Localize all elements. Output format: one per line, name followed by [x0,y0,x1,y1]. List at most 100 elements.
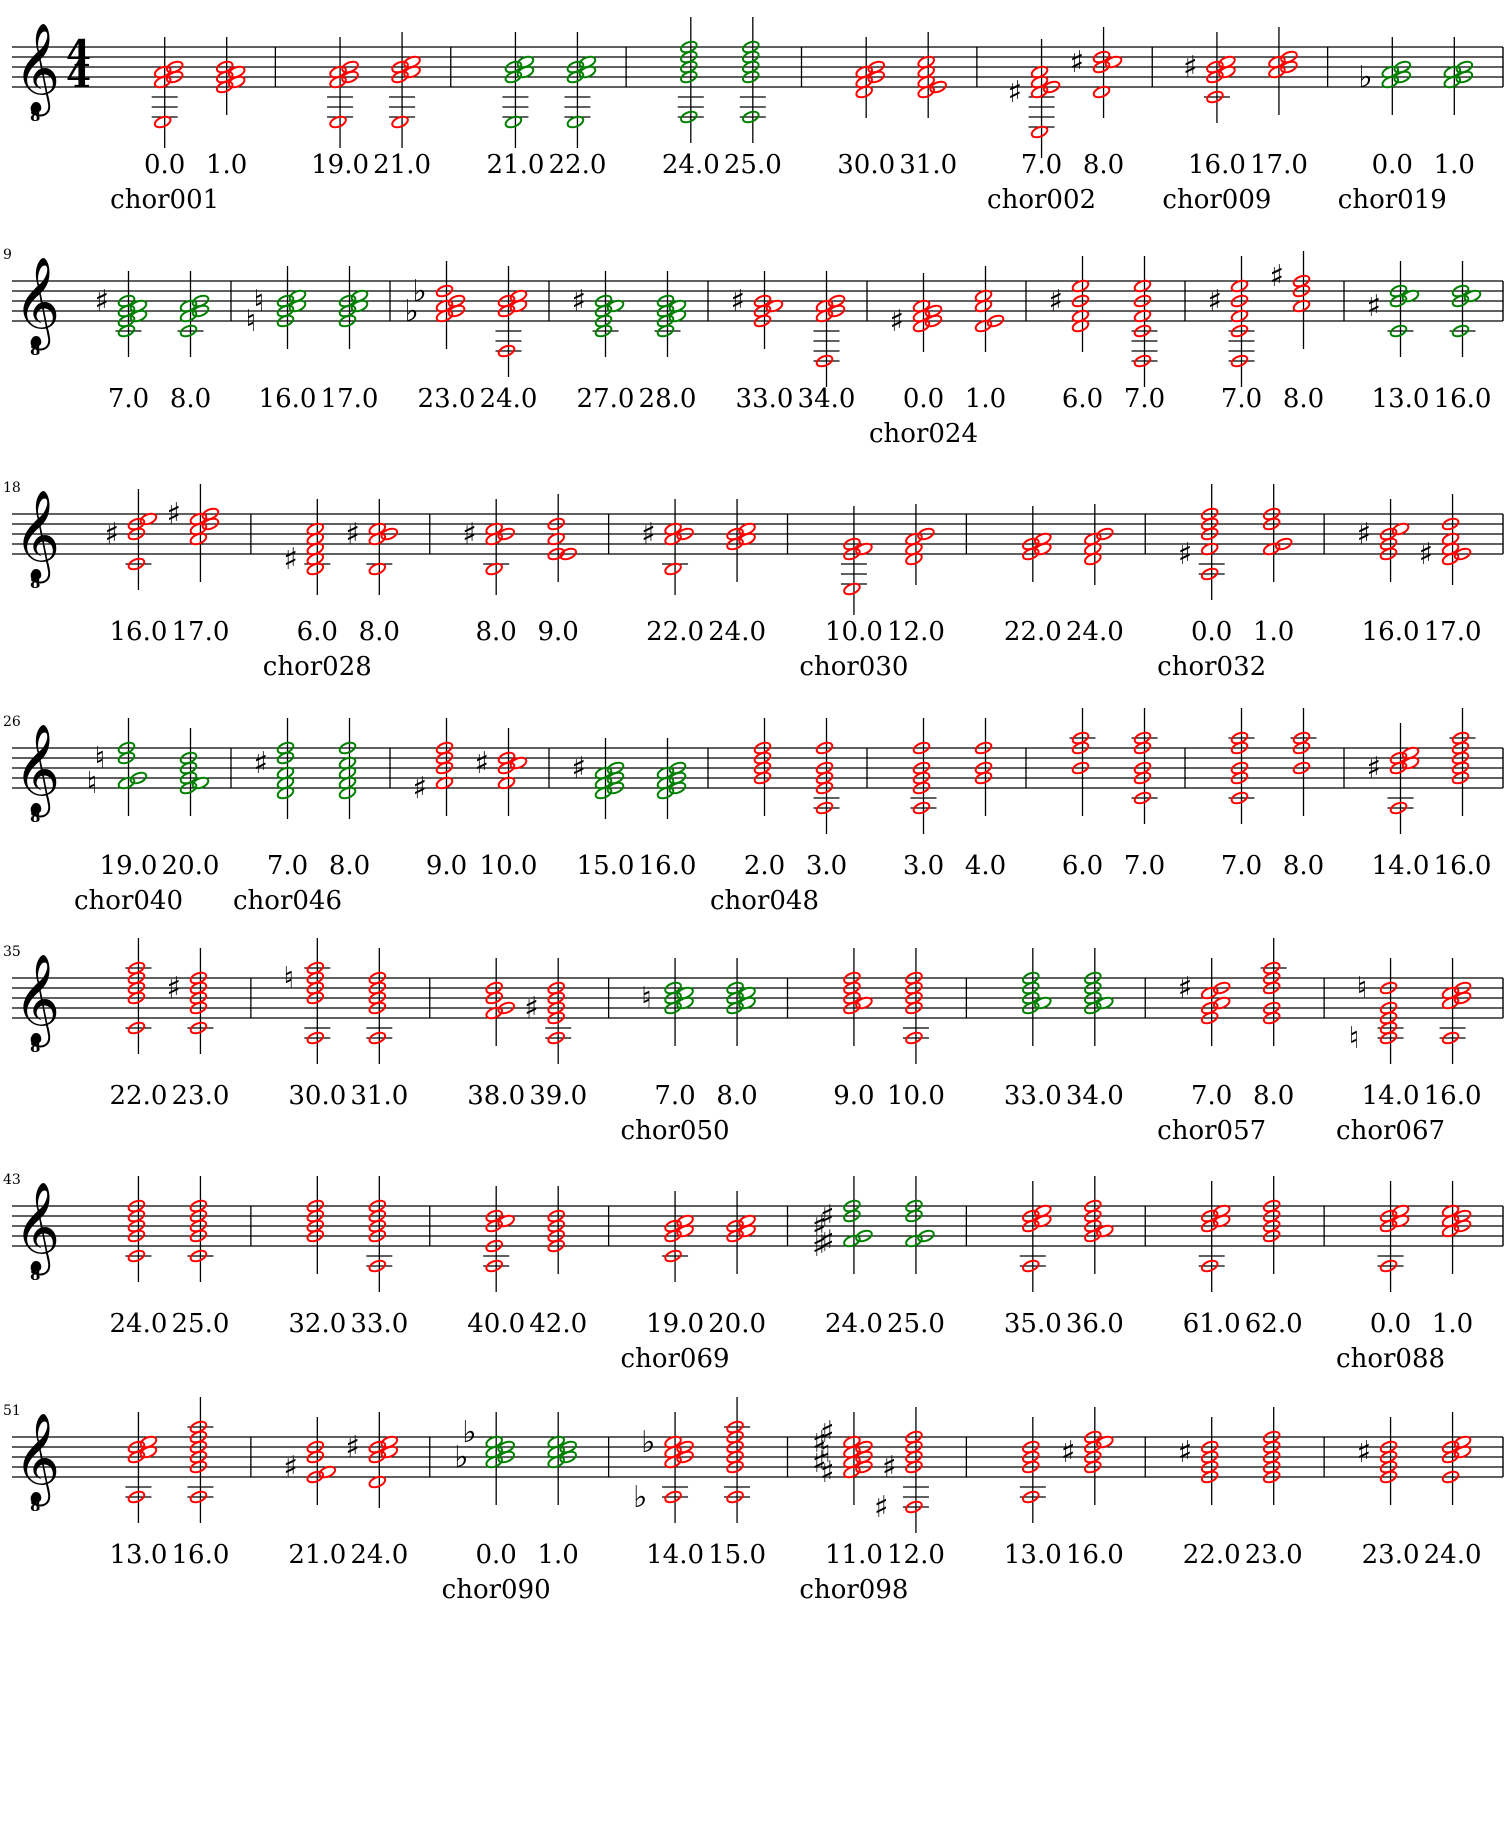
chord: 34.0 [1066,948,1124,1111]
chord-time-label: 32.0 [288,1309,346,1339]
note-head [189,1420,208,1434]
piece-label: chor067 [1336,1116,1445,1146]
flat-accidental: ♭ [454,1440,468,1475]
note-head [129,299,148,313]
flat-accidental: ♭ [413,274,427,309]
note-head [276,294,295,308]
chord-time-label: 13.0 [1004,1540,1062,1570]
note-head [1381,65,1400,79]
note-head [738,986,756,1000]
staff-system: 𝄞8 18 chor028 chor030 chor032 [3,480,1504,682]
chord: 22.0 [548,32,606,180]
chord: 24.0 [480,266,537,414]
note-head [1206,90,1224,104]
note-head [306,1199,325,1213]
chord: 2.0 [744,718,785,881]
sharp-accidental: ♯ [572,284,587,319]
note-head [1133,309,1152,323]
note-head [318,1465,337,1479]
chord-time-label: 34.0 [798,384,856,414]
chord-time-label: 21.0 [373,150,431,180]
measure-number: 43 [3,1172,21,1188]
sharp-accidental: ♯ [1183,50,1198,85]
note-head [1218,55,1236,69]
note-head [917,1229,935,1243]
note-head [1262,961,1281,975]
sharp-accidental: ♯ [166,971,181,1006]
note-head [1030,125,1049,139]
chord: ♭♭ 0.0 [454,1412,517,1570]
note-head [855,542,873,556]
note-head [917,55,935,69]
chord-time-label: 14.0 [1362,1081,1420,1111]
note-head [1441,517,1460,531]
piece-label: chor050 [621,1116,730,1146]
note-head [1441,986,1460,1000]
chord-time-label: 8.0 [1253,1081,1294,1111]
chord: 24.0 [1424,1412,1482,1570]
note-head [1022,1440,1040,1454]
chord: 25.0 [171,1176,229,1339]
note-head [288,289,307,303]
chord: ♯ 23.0 [166,948,229,1111]
note-head [547,532,565,546]
note-head [127,1440,146,1454]
chord-time-label: 24.0 [825,1309,883,1339]
note-head [338,741,357,755]
note-head [815,741,834,755]
chord: 35.0 [1004,1181,1062,1339]
note-head [664,1219,682,1233]
chord: ♯♯♯♯ 24.0 [812,1176,883,1339]
note-head [368,1199,387,1213]
note-head [668,299,687,313]
chord-time-label: 3.0 [903,851,944,881]
note-head [924,304,943,318]
note-head [559,1440,577,1454]
chord-time-label: 17.0 [321,384,379,414]
piece-label: chor088 [1336,1344,1445,1374]
note-head [117,741,136,755]
chord: ♯ ♯ 12.0 [874,1407,945,1570]
chord: 10.0 [825,506,883,647]
natural-accidental: ♮ [246,304,257,339]
piece-label: chor019 [1338,185,1447,215]
chord-time-label: 1.0 [965,384,1006,414]
note-head [1206,60,1224,74]
piece-label: chor024 [869,419,978,449]
sharp-accidental: ♯ [462,517,477,552]
chord: ♯ 22.0 [1178,1417,1241,1570]
note-head [827,294,846,308]
chord-time-label: 7.0 [1124,384,1165,414]
chord-time-label: 12.0 [887,1540,945,1570]
note-head [606,761,625,775]
note-head [1084,1199,1102,1213]
chord-time-label: 7.0 [1191,1081,1232,1111]
note-head [912,741,931,755]
note-head [1200,567,1219,581]
chord: ♯ 16.0 [1357,499,1420,647]
note-head [117,776,136,790]
chord: 9.0 [833,948,875,1111]
chord-time-label: 3.0 [806,851,847,881]
note-head [368,1475,387,1489]
natural-accidental: ♮ [1349,1021,1360,1056]
chord-time-label: 33.0 [1004,1081,1062,1111]
note-head [1230,309,1249,323]
sharp-accidental: ♯ [345,517,360,552]
note-head [1133,279,1152,293]
sharp-accidental: ♯ [413,771,428,806]
chord-time-label: 24.0 [350,1540,408,1570]
chord-time-label: 16.0 [109,617,167,647]
note-head [1133,354,1152,368]
chord-time-label: 19.0 [311,150,369,180]
chord-time-label: 35.0 [1004,1309,1062,1339]
chord: ♯ 0.0 [890,273,944,414]
note-head [485,981,503,995]
note-head [403,55,421,69]
chord-time-label: 16.0 [1424,1081,1482,1111]
chord: ♮ 30.0 [283,938,346,1111]
note-head [1071,294,1090,308]
note-head [1262,507,1281,521]
chord-time-label: 31.0 [899,150,957,180]
